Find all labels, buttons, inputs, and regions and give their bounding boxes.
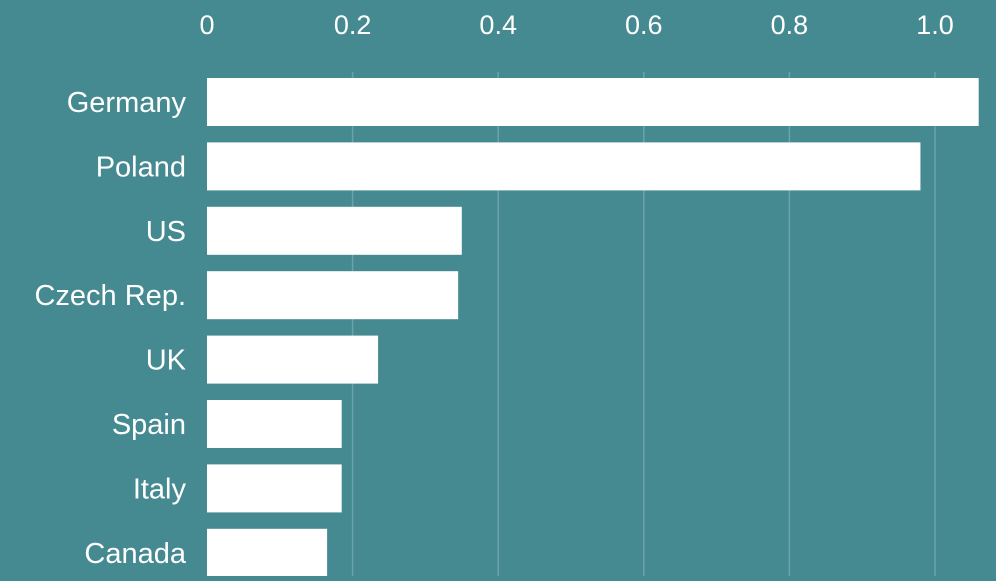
category-labels: Germany Poland US Czech Rep. UK Spain Italy Can…: [34, 87, 186, 570]
category-label: Italy: [133, 473, 187, 505]
x-tick-label: 0.8: [771, 10, 809, 40]
bar: [207, 400, 342, 448]
x-tick-label: 0: [199, 10, 214, 40]
category-label: Spain: [112, 409, 186, 441]
bar: [207, 335, 379, 384]
bar: [207, 206, 462, 255]
x-tick-label: 1.0: [916, 10, 954, 40]
category-label: US: [146, 216, 186, 248]
category-label: UK: [146, 345, 187, 377]
bars: [207, 78, 979, 577]
x-tick-label: 0.4: [479, 10, 517, 40]
bar: [207, 464, 342, 513]
bar: [207, 528, 328, 577]
x-axis-ticks: 0 0.2 0.4 0.6 0.8 1.0: [199, 10, 953, 40]
category-label: Czech Rep.: [34, 280, 186, 312]
category-label: Poland: [96, 151, 186, 183]
bar: [207, 271, 459, 320]
x-tick-label: 0.6: [625, 10, 663, 40]
category-label: Canada: [84, 538, 186, 570]
bar: [207, 78, 979, 126]
category-label: Germany: [67, 87, 187, 119]
bar: [207, 142, 921, 191]
x-tick-label: 0.2: [334, 10, 372, 40]
